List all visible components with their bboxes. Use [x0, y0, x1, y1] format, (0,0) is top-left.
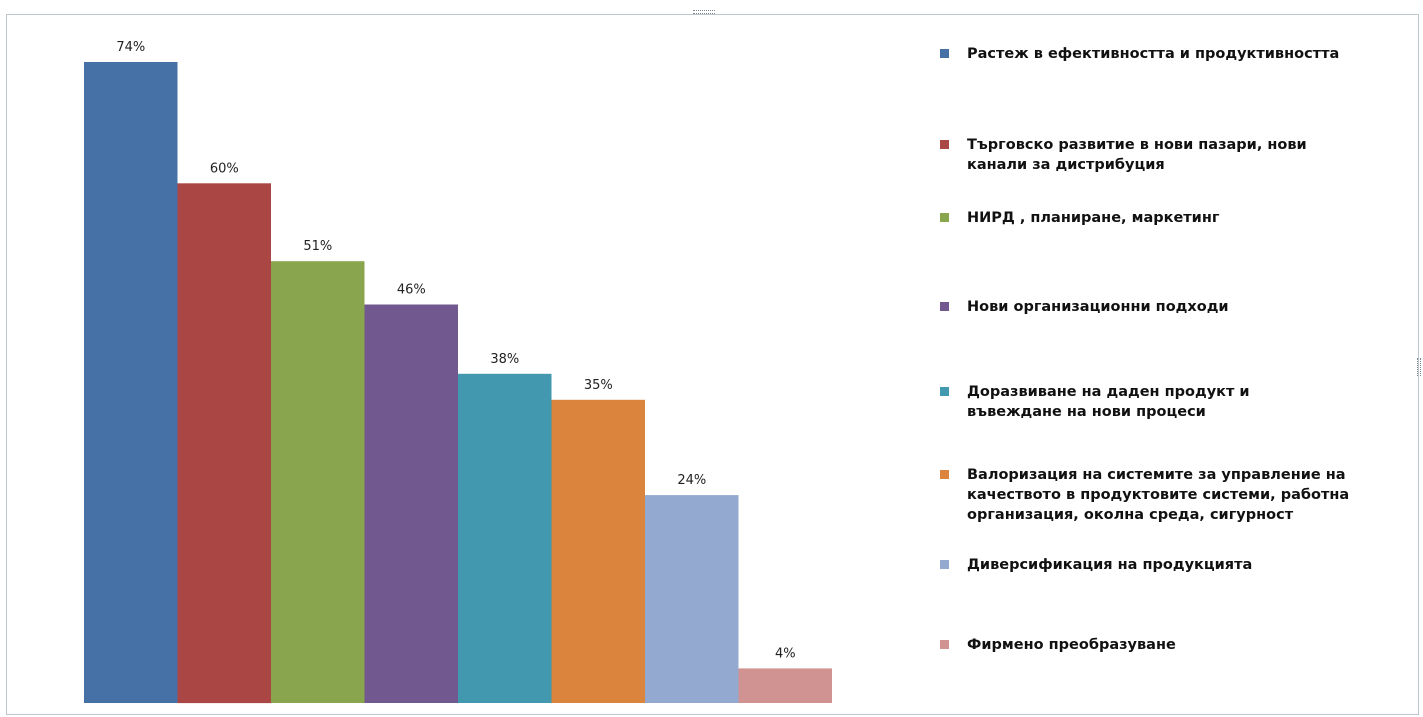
legend-item-1: Растеж в ефективността и продуктивността — [940, 44, 1415, 64]
bar-8 — [738, 668, 832, 703]
bar-4 — [364, 304, 458, 703]
legend-swatch-2 — [940, 140, 949, 149]
legend-item-5: Доразвиване на даден продукт и въвеждане… — [940, 382, 1415, 422]
legend-item-8: Фирмено преобразуване — [940, 635, 1415, 655]
bar-5 — [458, 373, 552, 703]
legend-swatch-8 — [940, 640, 949, 649]
legend-swatch-6 — [940, 470, 949, 479]
data-label-8: 4% — [775, 646, 796, 661]
bar-1 — [84, 62, 178, 703]
legend-item-7: Диверсификация на продукцията — [940, 555, 1415, 575]
chart-legend: Растеж в ефективността и продуктивността… — [940, 30, 1415, 670]
legend-item-3: НИРД , планиране, маркетинг — [940, 208, 1415, 228]
legend-swatch-7 — [940, 560, 949, 569]
legend-item-2: Търговско развитие в нови пазари, нови к… — [940, 135, 1415, 175]
legend-label-2: Търговско развитие в нови пазари, нови к… — [967, 137, 1307, 173]
legend-label-7: Диверсификация на продукцията — [967, 557, 1253, 573]
legend-item-4: Нови организационни подходи — [940, 297, 1415, 317]
data-label-7: 24% — [677, 473, 706, 488]
data-label-4: 46% — [397, 283, 426, 298]
legend-swatch-5 — [940, 387, 949, 396]
legend-label-3: НИРД , планиране, маркетинг — [967, 210, 1220, 226]
bar-2 — [177, 183, 271, 704]
legend-swatch-4 — [940, 302, 949, 311]
legend-label-8: Фирмено преобразуване — [967, 637, 1176, 653]
legend-item-6: Валоризация на системите за управление н… — [940, 465, 1415, 525]
legend-label-6: Валоризация на системите за управление н… — [967, 467, 1350, 523]
legend-label-1: Растеж в ефективността и продуктивността — [967, 46, 1340, 62]
data-label-2: 60% — [210, 161, 239, 176]
data-label-5: 38% — [490, 352, 519, 367]
data-label-1: 74% — [116, 40, 145, 55]
data-label-3: 51% — [303, 239, 332, 254]
data-label-6: 35% — [584, 378, 613, 393]
bar-7 — [645, 495, 739, 703]
legend-swatch-3 — [940, 213, 949, 222]
right-resize-handle[interactable] — [1417, 358, 1421, 376]
legend-label-4: Нови организационни подходи — [967, 299, 1229, 315]
top-resize-handle[interactable] — [693, 10, 715, 14]
legend-label-5: Доразвиване на даден продукт и въвеждане… — [967, 384, 1250, 420]
bar-6 — [551, 399, 645, 703]
bar-3 — [271, 261, 365, 703]
legend-swatch-1 — [940, 49, 949, 58]
